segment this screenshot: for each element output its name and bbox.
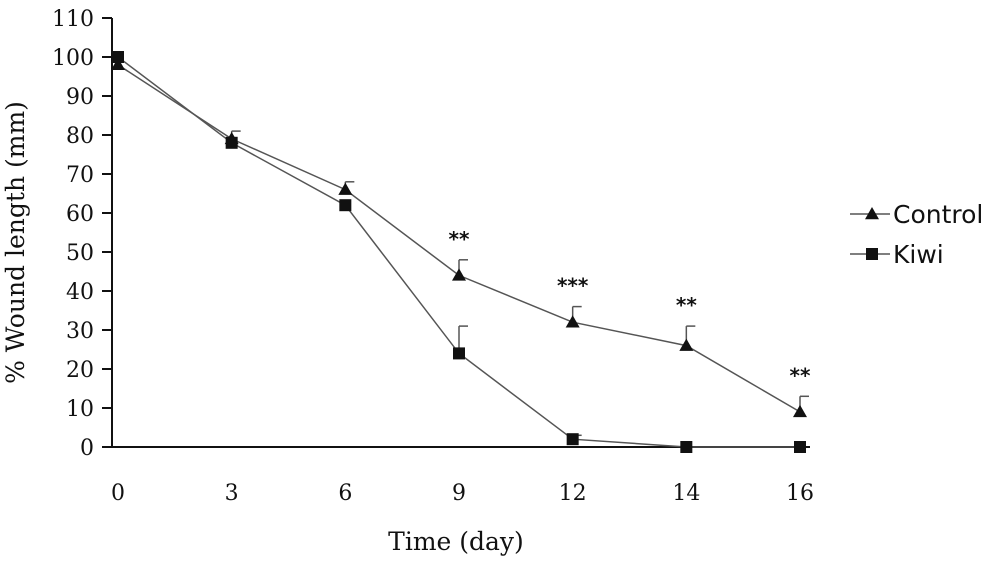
- data-point-kiwi: [339, 199, 352, 212]
- data-point-kiwi: [680, 441, 693, 453]
- y-tick-label: 10: [66, 397, 94, 422]
- series-control: *********: [111, 57, 811, 418]
- x-tick-label: 6: [338, 481, 352, 506]
- significance-label: ***: [557, 274, 589, 298]
- x-tick-label: 14: [672, 481, 700, 506]
- series-kiwi: [112, 51, 806, 453]
- y-tick-label: 90: [66, 85, 94, 110]
- x-tick-label: 3: [225, 481, 239, 506]
- legend-label-kiwi: Kiwi: [893, 240, 944, 269]
- x-tick-label: 12: [559, 481, 587, 506]
- data-point-control: [793, 404, 807, 418]
- data-point-control: [565, 315, 580, 328]
- significance-label: **: [676, 293, 697, 317]
- x-tick-label: 9: [452, 481, 466, 506]
- y-tick-label: 0: [80, 436, 94, 461]
- data-point-kiwi: [794, 441, 806, 453]
- data-point-control: [111, 57, 125, 71]
- y-tick-label: 30: [66, 319, 94, 344]
- x-tick-label: 16: [786, 481, 814, 506]
- data-point-kiwi: [566, 433, 579, 446]
- significance-label: **: [449, 227, 470, 251]
- y-tick-label: 60: [66, 202, 94, 227]
- x-axis-title: Time (day): [388, 527, 524, 556]
- y-tick-label: 40: [66, 280, 94, 305]
- legend-marker-kiwi: [866, 248, 878, 260]
- legend-item-kiwi: Kiwi: [850, 240, 944, 269]
- data-point-kiwi: [112, 51, 124, 63]
- y-tick-label: 20: [66, 358, 94, 383]
- y-tick-label: 80: [66, 124, 94, 149]
- chart-legend: Control Kiwi: [850, 200, 983, 269]
- data-point-control: [452, 268, 466, 281]
- significance-label: **: [790, 363, 811, 387]
- y-tick-label: 70: [66, 163, 94, 188]
- legend-marker-control: [865, 207, 879, 220]
- data-point-kiwi: [225, 136, 238, 149]
- data-point-kiwi: [453, 347, 465, 360]
- y-tick-label: 100: [52, 46, 94, 71]
- x-tick-label: 0: [111, 481, 125, 506]
- legend-label-control: Control: [893, 200, 983, 229]
- data-point-control: [679, 338, 694, 351]
- y-tick-label: 110: [52, 7, 94, 32]
- data-point-control: [338, 182, 353, 195]
- series-layer: *********: [111, 51, 811, 453]
- series-line-kiwi: [117, 56, 800, 448]
- y-axis-title: % Wound length (mm): [1, 101, 30, 384]
- y-tick-label: 50: [66, 241, 94, 266]
- legend-item-control: Control: [850, 200, 983, 229]
- x-axis-ticks: 0 3 6 9 12 14 16: [111, 481, 814, 506]
